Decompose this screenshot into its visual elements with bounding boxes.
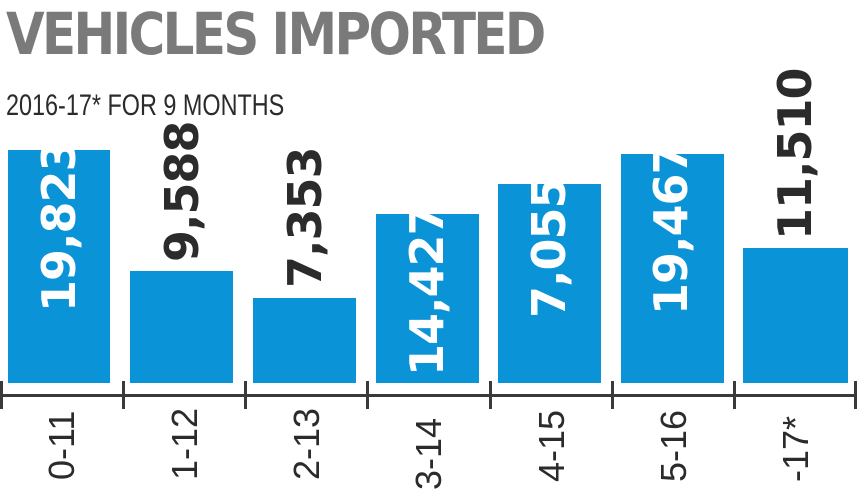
x-axis-tick xyxy=(854,381,857,409)
x-axis-tick xyxy=(244,381,247,409)
value-label: 19,467 xyxy=(644,143,698,315)
value-label: 11,510 xyxy=(768,68,822,240)
bar-1-12 xyxy=(130,271,233,383)
bar-5-16 xyxy=(621,154,724,383)
x-axis-tick xyxy=(611,381,614,409)
bar-17 xyxy=(743,248,848,383)
x-axis-tick xyxy=(0,381,3,409)
category-label: 1-12 xyxy=(164,407,205,480)
x-axis-line xyxy=(0,394,857,397)
chart-subtitle: 2016-17* FOR 9 MONTHS xyxy=(6,89,285,122)
category-label: 2-13 xyxy=(286,407,327,480)
value-label: 14,427 xyxy=(400,204,454,376)
value-label: 7,055 xyxy=(522,177,576,318)
category-label: 0-11 xyxy=(41,410,82,480)
bar-0-11 xyxy=(8,150,110,383)
x-axis-tick xyxy=(366,381,369,409)
value-label: 7,353 xyxy=(278,147,332,288)
category-label: 5-16 xyxy=(653,409,694,482)
x-axis-tick xyxy=(733,381,736,409)
x-axis-tick xyxy=(122,381,125,409)
value-label: 19,823 xyxy=(32,140,86,312)
chart-title: VEHICLES IMPORTED xyxy=(6,0,546,68)
bar-3-14 xyxy=(376,214,479,383)
category-label: -17* xyxy=(775,415,816,482)
category-label: 4-15 xyxy=(531,409,572,482)
value-label: 9,588 xyxy=(155,121,209,262)
x-axis-tick xyxy=(489,381,492,409)
bar-4-15 xyxy=(498,184,601,383)
bar-2-13 xyxy=(253,298,356,383)
category-label: 3-14 xyxy=(408,417,449,490)
